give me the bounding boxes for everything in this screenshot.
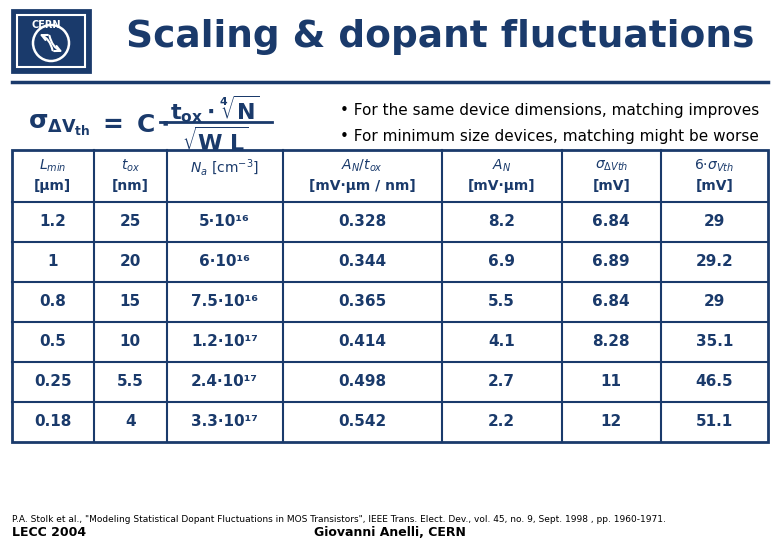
Text: $t_{ox}$: $t_{ox}$	[120, 158, 140, 174]
Text: 6.9: 6.9	[488, 254, 515, 269]
Text: 0.5: 0.5	[39, 334, 66, 349]
Text: 2.4·10¹⁷: 2.4·10¹⁷	[191, 375, 258, 389]
Text: 1.2·10¹⁷: 1.2·10¹⁷	[191, 334, 258, 349]
Text: 11: 11	[601, 375, 622, 389]
Text: $\sigma_{\Delta Vth}$: $\sigma_{\Delta Vth}$	[594, 159, 628, 173]
Text: 0.328: 0.328	[338, 214, 386, 230]
Text: 0.498: 0.498	[338, 375, 386, 389]
Text: 6·10¹⁶: 6·10¹⁶	[199, 254, 250, 269]
Text: 3.3·10¹⁷: 3.3·10¹⁷	[191, 415, 258, 429]
Text: 2.7: 2.7	[488, 375, 515, 389]
Text: 0.18: 0.18	[34, 415, 72, 429]
Text: 7.5·10¹⁶: 7.5·10¹⁶	[191, 294, 258, 309]
Text: 0.344: 0.344	[338, 254, 386, 269]
Text: 0.25: 0.25	[34, 375, 72, 389]
Text: 35.1: 35.1	[696, 334, 733, 349]
Text: [mV·μm]: [mV·μm]	[468, 179, 536, 193]
Text: $\mathbf{\sigma_{\Delta V_{th}}}$: $\mathbf{\sigma_{\Delta V_{th}}}$	[28, 112, 90, 138]
Text: [mV]: [mV]	[695, 179, 733, 193]
Text: 15: 15	[119, 294, 140, 309]
Text: 6.89: 6.89	[592, 254, 630, 269]
Text: 0.365: 0.365	[338, 294, 386, 309]
Text: 8.28: 8.28	[592, 334, 630, 349]
Text: 46.5: 46.5	[696, 375, 733, 389]
FancyBboxPatch shape	[12, 10, 90, 72]
Text: LECC 2004: LECC 2004	[12, 525, 86, 538]
Text: 4.1: 4.1	[488, 334, 515, 349]
Text: 4: 4	[125, 415, 136, 429]
Text: • For the same device dimensions, matching improves: • For the same device dimensions, matchi…	[340, 103, 759, 118]
Text: $6{\cdot}\sigma_{Vth}$: $6{\cdot}\sigma_{Vth}$	[694, 158, 734, 174]
Text: [mV]: [mV]	[592, 179, 630, 193]
Text: 29: 29	[704, 214, 725, 230]
Text: 0.542: 0.542	[338, 415, 386, 429]
Text: 29.2: 29.2	[696, 254, 733, 269]
Text: 8.2: 8.2	[488, 214, 515, 230]
Text: [μm]: [μm]	[34, 179, 72, 193]
Text: $N_a\ \mathrm{[cm^{-3}]}$: $N_a\ \mathrm{[cm^{-3}]}$	[190, 158, 259, 178]
Text: $\mathbf{t_{ox} \cdot \sqrt[4]{N}}$: $\mathbf{t_{ox} \cdot \sqrt[4]{N}}$	[170, 93, 260, 125]
Text: 6.84: 6.84	[592, 294, 630, 309]
Text: $\mathbf{= \ C \cdot}$: $\mathbf{= \ C \cdot}$	[98, 113, 169, 137]
Text: P.A. Stolk et al., "Modeling Statistical Dopant Fluctuations in MOS Transistors": P.A. Stolk et al., "Modeling Statistical…	[12, 516, 666, 524]
Text: 0.414: 0.414	[338, 334, 386, 349]
Text: • For minimum size devices, matching might be worse: • For minimum size devices, matching mig…	[340, 130, 759, 145]
Text: 25: 25	[119, 214, 141, 230]
Text: 2.2: 2.2	[488, 415, 516, 429]
Text: [nm]: [nm]	[112, 179, 149, 193]
Text: 6.84: 6.84	[592, 214, 630, 230]
Text: [mV·μm / nm]: [mV·μm / nm]	[309, 179, 416, 193]
Text: $A_N / t_{ox}$: $A_N / t_{ox}$	[341, 158, 383, 174]
Text: 10: 10	[119, 334, 140, 349]
Text: $A_N$: $A_N$	[492, 158, 512, 174]
Text: 5.5: 5.5	[488, 294, 515, 309]
Text: 51.1: 51.1	[696, 415, 733, 429]
Text: 5.5: 5.5	[117, 375, 144, 389]
Text: Giovanni Anelli, CERN: Giovanni Anelli, CERN	[314, 525, 466, 538]
Text: 1.2: 1.2	[39, 214, 66, 230]
Text: 0.8: 0.8	[39, 294, 66, 309]
Text: Scaling & dopant fluctuations: Scaling & dopant fluctuations	[126, 19, 754, 55]
Text: CERN: CERN	[31, 20, 61, 30]
Text: $\mathbf{\sqrt{W \ L}}$: $\mathbf{\sqrt{W \ L}}$	[182, 127, 248, 155]
Text: 29: 29	[704, 294, 725, 309]
Text: 20: 20	[119, 254, 141, 269]
Text: $L_{min}$: $L_{min}$	[39, 158, 66, 174]
Text: 12: 12	[601, 415, 622, 429]
Text: 1: 1	[48, 254, 58, 269]
Text: 5·10¹⁶: 5·10¹⁶	[199, 214, 250, 230]
